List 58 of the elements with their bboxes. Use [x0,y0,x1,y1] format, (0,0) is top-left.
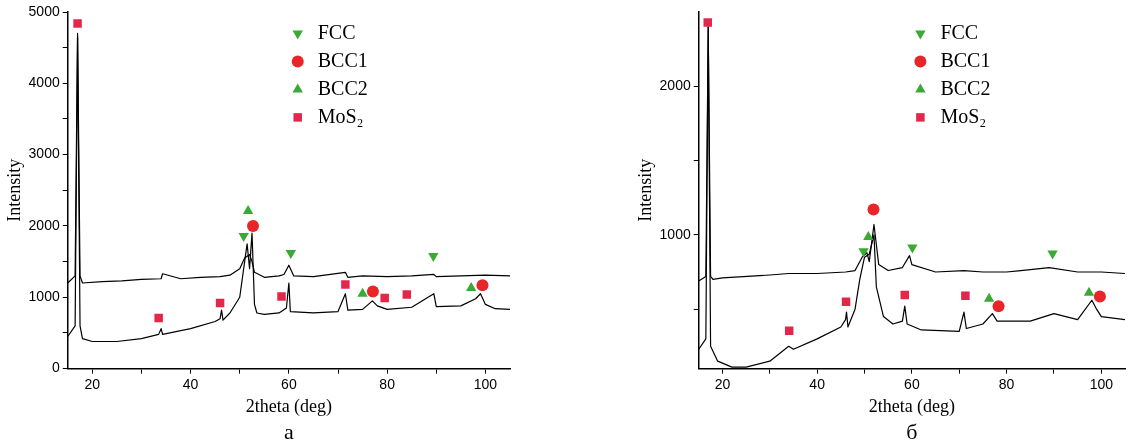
y-tick-label: 0 [51,359,60,376]
y-tick-label: 1000 [659,225,691,242]
text: б [906,418,918,444]
point [1083,286,1095,296]
x-tick-label: 40 [182,375,199,392]
x-tick-label: 80 [998,375,1015,392]
point [476,279,489,292]
point [402,290,412,299]
x-tick-label: 60 [904,375,920,392]
x-axis-title: 2theta (deg) [868,395,956,417]
legend-label: BCC2 [940,76,991,99]
y-axis-title: Intensity [3,158,24,222]
point [867,203,880,216]
legend-label: FCC [317,20,356,43]
point [366,285,379,298]
point [992,300,1005,313]
point [357,287,368,297]
legend-label: BCC1 [317,48,368,71]
x-tick-label: 80 [379,375,396,392]
point [341,280,350,289]
point [285,250,297,260]
y-tick-label: 2000 [659,77,691,94]
point [961,291,970,301]
point [703,18,712,27]
legend-label: MoS₂ [940,104,987,127]
point [863,231,874,241]
point [1047,250,1058,260]
x-tick-label: 100 [1089,375,1114,392]
legend-label: MoS₂ [317,104,364,127]
point [858,248,869,258]
point [428,252,439,262]
point [841,297,851,306]
x-tick-label: 60 [281,375,297,392]
point [154,313,163,323]
text: a [283,418,294,444]
y-tick-label: 5000 [28,2,60,19]
y-tick-label: 2000 [28,216,60,233]
x-tick-label: 40 [809,375,826,392]
y-tick-label: 3000 [28,145,60,162]
point [784,326,794,335]
x-tick-label: 100 [473,375,498,392]
legend-label: BCC2 [317,76,368,99]
legend-label: FCC [940,20,979,43]
point [1093,290,1106,303]
legend-label: BCC1 [940,48,991,71]
x-tick-label: 20 [714,375,731,392]
y-tick-label: 1000 [28,288,60,305]
point [277,292,286,301]
x-tick-label: 20 [84,375,101,392]
point [238,232,249,242]
point [380,293,389,303]
y-tick-label: 4000 [28,74,60,91]
point [247,219,259,232]
x-axis-title: 2theta (deg) [245,395,333,417]
point [983,292,995,302]
point [73,19,82,28]
y-axis-title: Intensity [634,158,655,222]
point [465,282,477,292]
